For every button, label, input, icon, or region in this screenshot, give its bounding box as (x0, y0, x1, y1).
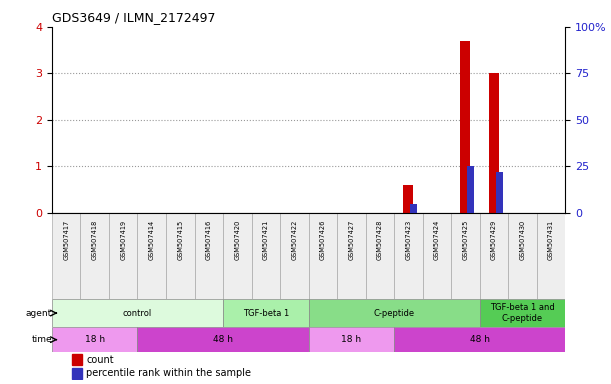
Text: GSM507421: GSM507421 (263, 220, 269, 260)
Bar (467, 166, 474, 213)
Bar (508, 213, 536, 299)
Bar (394, 213, 423, 299)
Text: GSM507430: GSM507430 (519, 220, 525, 260)
Bar (223, 213, 252, 299)
Bar (337, 213, 365, 299)
Text: GSM507422: GSM507422 (291, 220, 298, 260)
Bar (461, 41, 470, 213)
Bar (109, 213, 137, 299)
Bar (166, 213, 194, 299)
Text: GSM507419: GSM507419 (120, 220, 126, 260)
Bar (496, 172, 502, 213)
Text: control: control (123, 309, 152, 318)
Text: TGF-beta 1: TGF-beta 1 (243, 309, 289, 318)
Bar (480, 213, 508, 299)
Text: 48 h: 48 h (213, 335, 233, 344)
Text: GSM507420: GSM507420 (234, 220, 240, 260)
Bar (394, 327, 565, 352)
Bar (137, 213, 166, 299)
Bar (489, 73, 499, 213)
Text: 48 h: 48 h (470, 335, 489, 344)
Text: TGF-beta 1 and
C-peptide: TGF-beta 1 and C-peptide (490, 303, 555, 323)
Text: GSM507426: GSM507426 (320, 220, 326, 260)
Text: GSM507417: GSM507417 (63, 220, 69, 260)
Bar (252, 213, 280, 299)
Bar (309, 213, 337, 299)
Text: GSM507414: GSM507414 (148, 220, 155, 260)
Text: GSM507424: GSM507424 (434, 220, 440, 260)
Text: GSM507431: GSM507431 (548, 220, 554, 260)
Bar (536, 213, 565, 299)
Text: GSM507425: GSM507425 (463, 220, 469, 260)
Bar (52, 299, 223, 327)
Bar (480, 299, 565, 327)
Text: GSM507427: GSM507427 (348, 220, 354, 260)
Bar (52, 327, 137, 352)
Bar (423, 213, 451, 299)
Text: 18 h: 18 h (85, 335, 104, 344)
Bar (223, 299, 309, 327)
Bar (81, 213, 109, 299)
Text: 18 h: 18 h (342, 335, 361, 344)
Bar (309, 327, 394, 352)
Bar (365, 213, 394, 299)
Text: GSM507428: GSM507428 (377, 220, 383, 260)
Text: GSM507418: GSM507418 (92, 220, 98, 260)
Text: count: count (86, 354, 114, 364)
Bar (451, 213, 480, 299)
Text: GDS3649 / ILMN_2172497: GDS3649 / ILMN_2172497 (52, 11, 216, 24)
Text: GSM507416: GSM507416 (206, 220, 212, 260)
Text: GSM507429: GSM507429 (491, 220, 497, 260)
Bar (403, 185, 413, 213)
Bar (73, 354, 82, 365)
Bar (280, 213, 309, 299)
Text: time: time (31, 335, 52, 344)
Bar (73, 368, 82, 379)
Bar (52, 213, 81, 299)
Text: agent: agent (26, 309, 52, 318)
Text: GSM507415: GSM507415 (177, 220, 183, 260)
Bar (194, 213, 223, 299)
Text: C-peptide: C-peptide (373, 309, 415, 318)
Bar (137, 327, 309, 352)
Bar (410, 204, 417, 213)
Text: GSM507423: GSM507423 (405, 220, 411, 260)
Bar (309, 299, 480, 327)
Text: percentile rank within the sample: percentile rank within the sample (86, 369, 251, 379)
